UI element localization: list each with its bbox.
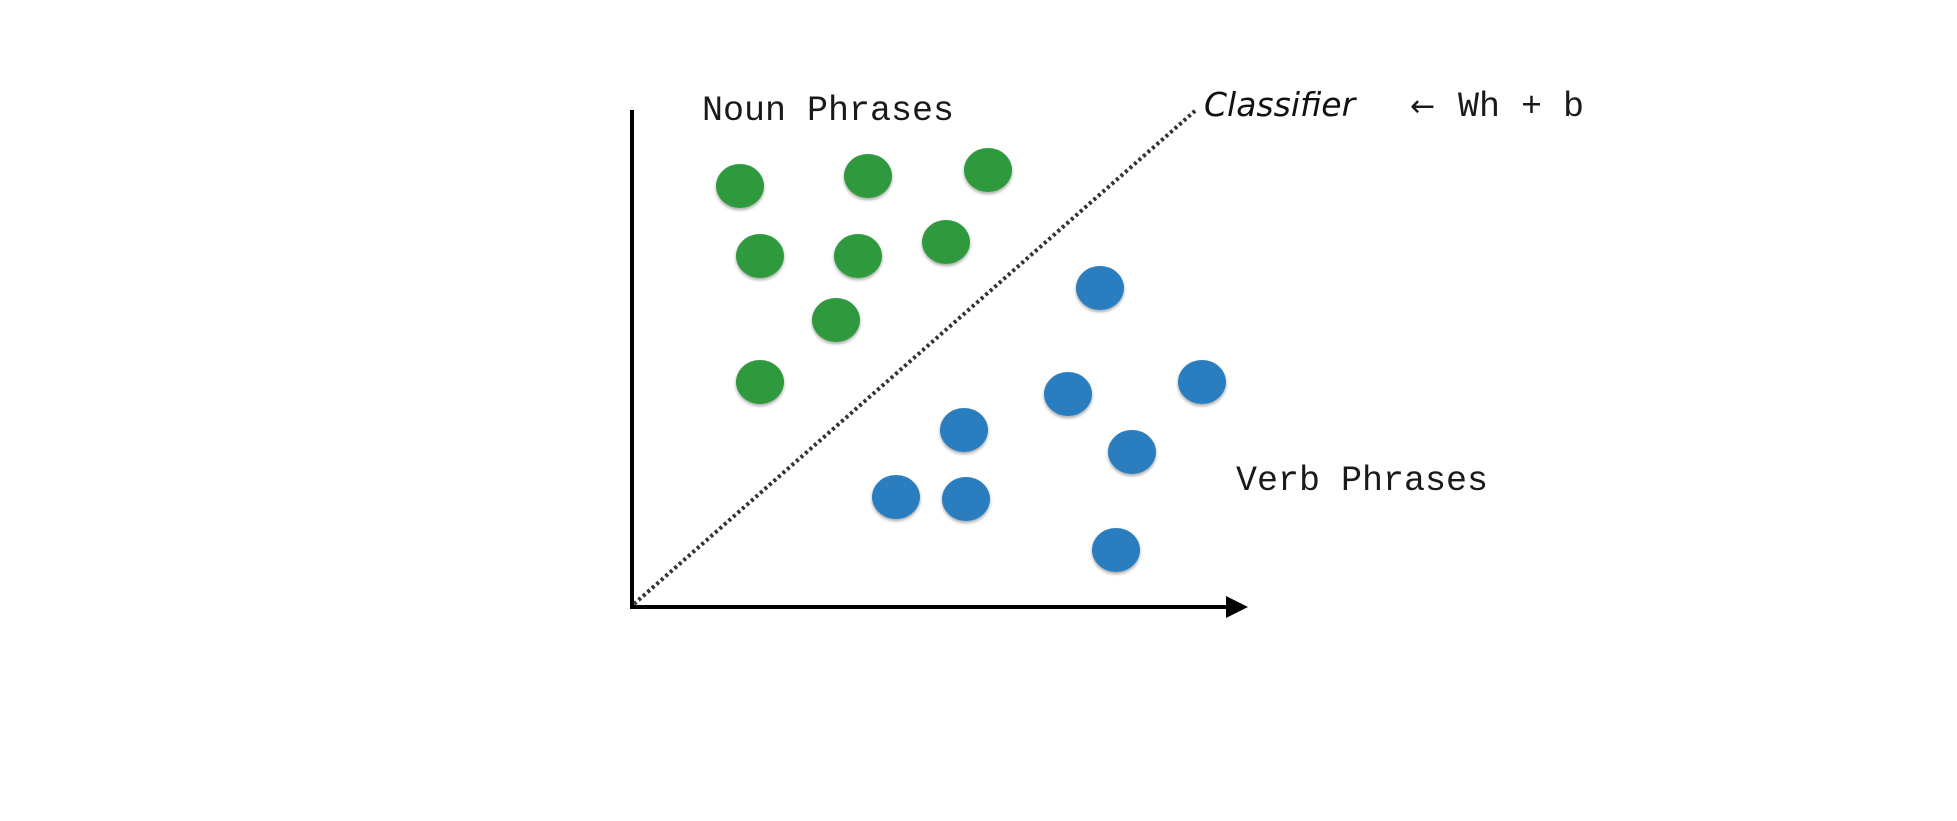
noun-phrases-label: Noun Phrases	[702, 91, 954, 131]
verb-point	[1178, 360, 1226, 404]
verb-phrase-points	[872, 266, 1226, 572]
verb-point	[1044, 372, 1092, 416]
classifier-label: Classifier	[1204, 85, 1358, 124]
verb-point	[1108, 430, 1156, 474]
noun-point	[922, 220, 970, 264]
x-axis-arrowhead	[1226, 596, 1248, 618]
noun-point	[964, 148, 1012, 192]
noun-point	[736, 234, 784, 278]
noun-phrase-points	[716, 148, 1012, 404]
verb-point	[1092, 528, 1140, 572]
verb-phrases-label: Verb Phrases	[1236, 461, 1488, 501]
noun-point	[812, 298, 860, 342]
verb-point	[942, 477, 990, 521]
verb-point	[872, 475, 920, 519]
noun-point	[736, 360, 784, 404]
formula-label: Wh + b	[1458, 87, 1584, 127]
verb-point	[940, 408, 988, 452]
noun-point	[834, 234, 882, 278]
left-arrow-icon: ←	[1410, 89, 1435, 124]
verb-point	[1076, 266, 1124, 310]
noun-point	[716, 164, 764, 208]
noun-point	[844, 154, 892, 198]
classifier-line	[632, 108, 1198, 606]
